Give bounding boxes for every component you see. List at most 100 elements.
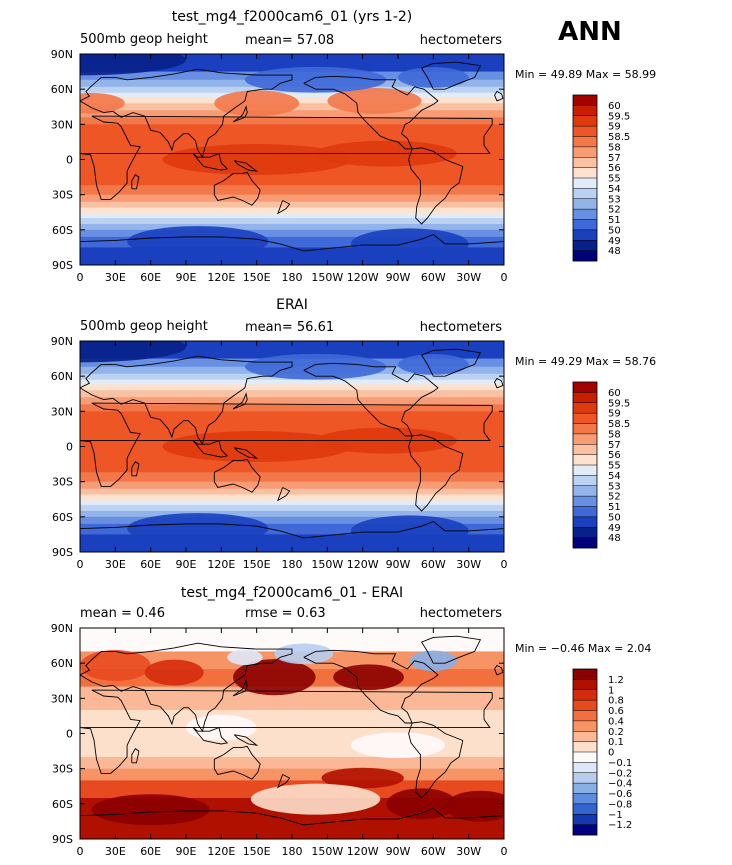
contour-blob-0 bbox=[233, 659, 316, 696]
y-tick-label: 60N bbox=[51, 657, 73, 670]
contour-band-11 bbox=[80, 464, 504, 473]
coastline-2 bbox=[303, 75, 439, 150]
coastline-8 bbox=[192, 726, 229, 745]
contour-band-6 bbox=[80, 756, 504, 770]
map-axes: 0 30E 60E 90E 120E 150E 180 150W 120W 90W 60W 30W 09… bbox=[51, 48, 508, 284]
coastline-0 bbox=[80, 642, 293, 733]
colorbar-label: 49 bbox=[608, 236, 621, 247]
y-tick-label: 30N bbox=[51, 405, 73, 418]
colorbar-label: −0.2 bbox=[608, 768, 632, 779]
colorbar-swatch bbox=[573, 824, 597, 836]
x-tick-label: 90W bbox=[386, 845, 411, 858]
colorbar-swatch bbox=[573, 783, 597, 794]
colorbar-swatch bbox=[573, 669, 597, 680]
x-tick-label: 90E bbox=[176, 558, 197, 571]
colorbar-swatch bbox=[573, 95, 597, 106]
coastline-10 bbox=[494, 90, 504, 102]
contour-band-7 bbox=[80, 768, 504, 781]
colorbar-swatch bbox=[573, 527, 597, 538]
y-tick-label: 60S bbox=[52, 511, 73, 524]
x-tick-label: 0 bbox=[501, 271, 508, 284]
contour-band-17 bbox=[80, 505, 504, 512]
x-tick-label: 150E bbox=[243, 558, 271, 571]
colorbar-label: 54 bbox=[608, 471, 621, 482]
contour-band-13 bbox=[80, 194, 504, 203]
x-tick-label: 0 bbox=[77, 271, 84, 284]
colorbar-swatch bbox=[573, 465, 597, 476]
contour-blob-8 bbox=[162, 144, 351, 175]
colorbar-label: 53 bbox=[608, 194, 621, 205]
colorbar-swatch bbox=[573, 209, 597, 220]
colorbar-label: 0.1 bbox=[608, 737, 624, 748]
colorbar-label: 59 bbox=[608, 409, 621, 420]
colorbar-swatch bbox=[573, 752, 597, 763]
x-tick-label: 30W bbox=[456, 558, 481, 571]
x-tick-label: 150W bbox=[311, 271, 343, 284]
x-tick-label: 60E bbox=[140, 845, 161, 858]
coastline-5 bbox=[213, 745, 261, 780]
colorbar-label: 59.5 bbox=[608, 111, 630, 122]
contour-band-4 bbox=[80, 92, 504, 98]
x-tick-label: 180 bbox=[282, 558, 303, 571]
units-label: hectometers bbox=[420, 320, 503, 335]
coastline-5 bbox=[213, 171, 261, 206]
colorbar-label: 55 bbox=[608, 174, 621, 185]
mean-label: mean= 56.61 bbox=[245, 320, 334, 335]
contour-band-14 bbox=[80, 488, 504, 496]
colorbar-swatch bbox=[573, 178, 597, 189]
colorbar-swatch bbox=[573, 516, 597, 528]
colorbar-swatch bbox=[573, 115, 597, 127]
contour-blob-4 bbox=[244, 66, 387, 93]
coastline-11 bbox=[131, 748, 140, 764]
contour-blob-12 bbox=[350, 732, 446, 759]
contour-band-6 bbox=[80, 390, 504, 398]
colorbar-swatch bbox=[573, 423, 597, 435]
colorbar-label: 0.2 bbox=[608, 727, 624, 738]
contour-band-8 bbox=[80, 117, 504, 125]
coastline-6 bbox=[80, 807, 504, 826]
colorbar-swatch bbox=[573, 679, 597, 691]
units-label: hectometers bbox=[420, 606, 503, 621]
x-tick-label: 60E bbox=[140, 558, 161, 571]
colorbar-label: 56 bbox=[608, 163, 621, 174]
rmse-label: rmse = 0.63 bbox=[245, 606, 326, 621]
colorbar-label: 0.4 bbox=[608, 716, 624, 727]
contour-blob-10 bbox=[91, 794, 210, 826]
colorbar-label: −0.8 bbox=[608, 799, 632, 810]
contour-band-13 bbox=[80, 481, 504, 490]
variable-label: 500mb geop height bbox=[80, 319, 208, 334]
colorbar-label: 1 bbox=[608, 685, 614, 696]
contour-blob-3 bbox=[127, 513, 269, 545]
contour-band-19 bbox=[80, 229, 504, 238]
colorbar-label: −1.2 bbox=[608, 820, 632, 831]
map-plot bbox=[80, 628, 504, 839]
coastline-0 bbox=[80, 68, 293, 159]
coastline-4 bbox=[408, 721, 464, 799]
colorbar-swatch bbox=[573, 219, 597, 231]
colorbar-label: 0 bbox=[608, 748, 614, 759]
contour-band-4 bbox=[80, 379, 504, 385]
colorbar-swatch bbox=[573, 700, 597, 711]
contour-band-15 bbox=[80, 207, 504, 215]
colorbar-label: 58.5 bbox=[608, 132, 630, 143]
y-tick-label: 30S bbox=[52, 763, 73, 776]
contour-band-9 bbox=[80, 411, 504, 424]
colorbar: 1.210.80.60.40.20.10−0.1−0.2−0.4−0.6−0.8… bbox=[572, 668, 632, 836]
colorbar-swatch bbox=[573, 793, 597, 805]
panel-title: ERAI bbox=[276, 297, 308, 313]
y-tick-label: 30N bbox=[51, 118, 73, 131]
colorbar-swatch bbox=[573, 454, 597, 466]
units-label: hectometers bbox=[420, 33, 503, 48]
coastline-9 bbox=[233, 447, 259, 459]
colorbar-label: 56 bbox=[608, 450, 621, 461]
contour-blob-0 bbox=[80, 341, 186, 363]
colorbar-label: 0.6 bbox=[608, 706, 624, 717]
colorbar-label: −1 bbox=[608, 810, 623, 821]
x-tick-label: 150E bbox=[243, 271, 271, 284]
coastline-1 bbox=[80, 115, 493, 200]
coastline-10 bbox=[494, 377, 504, 389]
coastline-11 bbox=[131, 461, 140, 477]
